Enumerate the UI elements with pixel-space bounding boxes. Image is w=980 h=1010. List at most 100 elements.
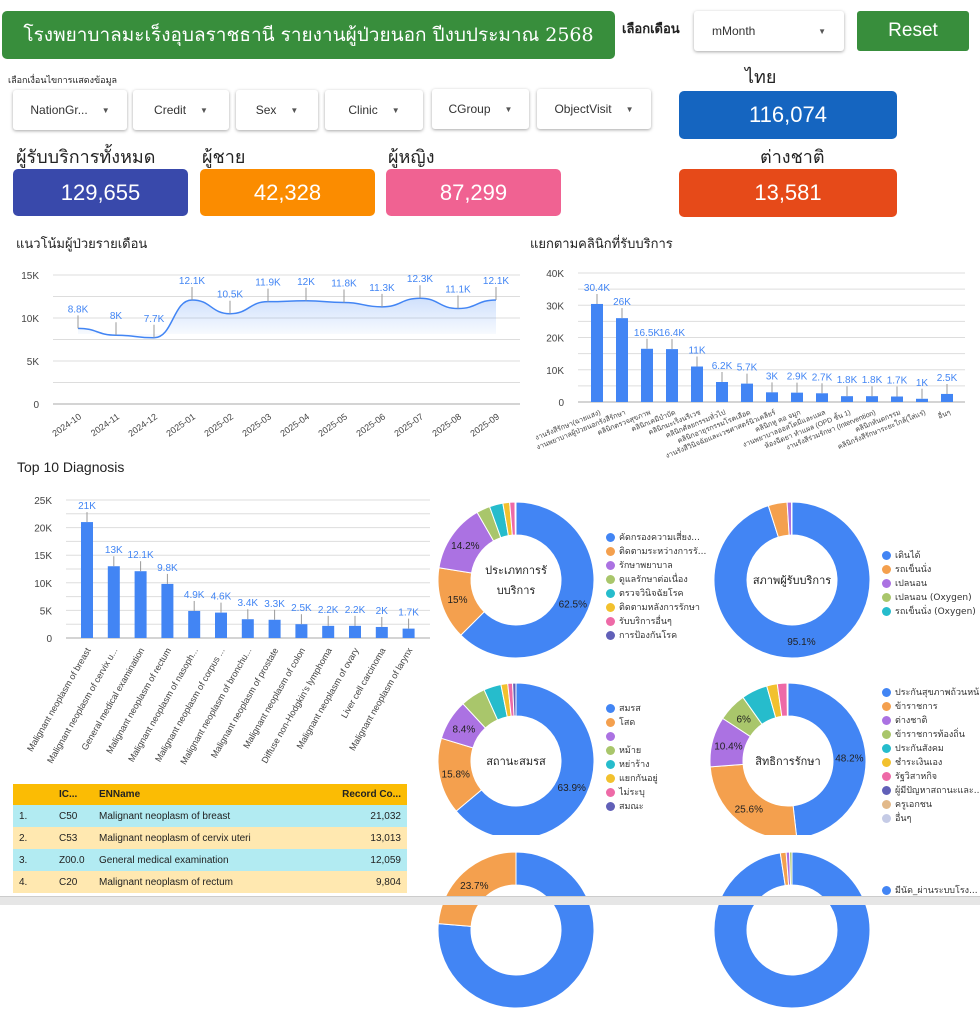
data-label: 13K: [105, 545, 123, 556]
legend-label: ชำระเงินเอง: [895, 755, 942, 769]
filter-nation-group[interactable]: NationGr...▼: [13, 90, 127, 130]
legend-item[interactable]: ข้าราชการ: [882, 699, 980, 713]
legend-label: สมณะ: [619, 799, 644, 813]
legend-color-dot: [606, 561, 615, 570]
filter-object-visit[interactable]: ObjectVisit ▼: [537, 89, 651, 129]
bar: [403, 629, 415, 638]
data-label: 12.1K: [128, 550, 154, 561]
col-record-count[interactable]: Record Co...: [312, 784, 407, 805]
bar: [641, 349, 653, 402]
legend-item[interactable]: ตรวจวินิจฉัยโรค: [606, 586, 706, 600]
legend-item[interactable]: รถเข็นนั่ง (Oxygen): [882, 604, 976, 618]
reset-button[interactable]: Reset: [857, 11, 969, 51]
bottom-right-legend: มีนัด_ผ่านระบบโรง...: [882, 883, 978, 897]
legend-item[interactable]: สมรส: [606, 701, 658, 715]
legend-item[interactable]: [606, 729, 658, 743]
bar: [741, 384, 753, 402]
legend-color-dot: [606, 704, 615, 713]
legend-item[interactable]: รถเข็นนั่ง: [882, 562, 976, 576]
y-tick-label: 0: [46, 634, 52, 645]
legend-item[interactable]: เปลนอน (Oxygen): [882, 590, 976, 604]
patient-status-legend: เดินได้รถเข็นนั่งเปลนอนเปลนอน (Oxygen)รถ…: [882, 548, 976, 618]
filter-cgroup[interactable]: CGroup▼: [432, 89, 529, 129]
slice-label: 10.4%: [714, 742, 742, 753]
x-tick-label: 2025-09: [468, 411, 501, 438]
legend-item[interactable]: รักษาพยาบาล: [606, 558, 706, 572]
row-icd: Z00.0: [53, 849, 93, 871]
data-label: 8K: [110, 311, 123, 322]
slice-label: 8.4%: [452, 724, 475, 735]
patient-status-donut: 95.1%สภาพผู้รับบริการ: [700, 500, 870, 660]
top-diagnosis-table: IC... ENName Record Co... 1. C50 Maligna…: [13, 784, 407, 893]
y-tick-label: 30K: [546, 301, 564, 312]
legend-item[interactable]: เดินได้: [882, 548, 976, 562]
data-label: 21K: [78, 501, 96, 512]
legend-label: การป้องกันโรค: [619, 628, 677, 642]
legend-color-dot: [606, 774, 615, 783]
legend-label: คัดกรองความเสี่ยง...: [619, 530, 700, 544]
legend-item[interactable]: ติดตามหลังการรักษา: [606, 600, 706, 614]
legend-color-dot: [882, 786, 891, 795]
table-row[interactable]: 1. C50 Malignant neoplasm of breast 21,0…: [13, 805, 407, 827]
legend-item[interactable]: คัดกรองความเสี่ยง...: [606, 530, 706, 544]
col-enname[interactable]: ENName: [93, 784, 312, 805]
legend-label: รักษาพยาบาล: [619, 558, 673, 572]
table-row[interactable]: 4. C20 Malignant neoplasm of rectum 9,80…: [13, 871, 407, 893]
legend-item[interactable]: ไม่ระบุ: [606, 785, 658, 799]
legend-item[interactable]: ครูเอกชน: [882, 797, 980, 811]
table-row[interactable]: 2. C53 Malignant neoplasm of cervix uter…: [13, 827, 407, 849]
legend-item[interactable]: การป้องกันโรค: [606, 628, 706, 642]
table-row[interactable]: 3. Z00.0 General medical examination 12,…: [13, 849, 407, 871]
row-icd: C50: [53, 805, 93, 827]
legend-color-dot: [606, 732, 615, 741]
legend-item[interactable]: โสด: [606, 715, 658, 729]
row-count: 12,059: [312, 849, 407, 871]
chevron-down-icon: ▼: [626, 105, 634, 114]
kpi-male-label: ผู้ชาย: [202, 142, 245, 171]
col-index[interactable]: [13, 784, 53, 805]
legend-item[interactable]: มีนัด_ผ่านระบบโรง...: [882, 883, 978, 897]
slice-label: 15%: [448, 595, 468, 606]
legend-item[interactable]: แยกกันอยู่: [606, 771, 658, 785]
filter-label: Clinic: [348, 103, 377, 117]
chevron-down-icon: ▼: [200, 106, 208, 115]
monthly-trend-title: แนวโน้มผู้ป่วยรายเดือน: [16, 233, 147, 254]
kpi-foreign-label: ต่างชาติ: [760, 142, 825, 171]
filter-label: ObjectVisit: [554, 102, 611, 116]
legend-item[interactable]: ข้าราชการท้องถิ่น: [882, 727, 980, 741]
y-tick-label: 0: [558, 398, 564, 409]
legend-item[interactable]: รัฐวิสาหกิจ: [882, 769, 980, 783]
filter-credit[interactable]: Credit▼: [133, 90, 229, 130]
filter-clinic[interactable]: Clinic▼: [325, 90, 423, 130]
legend-item[interactable]: ชำระเงินเอง: [882, 755, 980, 769]
y-tick-label: 40K: [546, 269, 564, 280]
legend-item[interactable]: ประกันสังคม: [882, 741, 980, 755]
legend-color-dot: [882, 607, 891, 616]
slice-label: 15.8%: [442, 769, 470, 780]
filter-sex[interactable]: Sex▼: [236, 90, 318, 130]
legend-item[interactable]: สมณะ: [606, 799, 658, 813]
legend-item[interactable]: หย่าร้าง: [606, 757, 658, 771]
legend-item[interactable]: เปลนอน: [882, 576, 976, 590]
row-count: 21,032: [312, 805, 407, 827]
chevron-down-icon: ▼: [102, 106, 110, 115]
legend-item[interactable]: อื่นๆ: [882, 811, 980, 825]
x-tick-label: 2025-01: [164, 411, 197, 438]
legend-item[interactable]: ต่างชาติ: [882, 713, 980, 727]
legend-item[interactable]: ประกันสุขภาพถ้วนหน้า: [882, 685, 980, 699]
legend-item[interactable]: ดูแลรักษาต่อเนื่อง: [606, 572, 706, 586]
legend-item[interactable]: ผู้มีปัญหาสถานะและ...: [882, 783, 980, 797]
col-icd[interactable]: IC...: [53, 784, 93, 805]
legend-item[interactable]: ติดตามระหว่างการรั...: [606, 544, 706, 558]
legend-label: เปลนอน (Oxygen): [895, 590, 972, 604]
report-title-banner: โรงพยาบาลมะเร็งอุบลราชธานี รายงานผู้ป่วย…: [2, 11, 615, 59]
data-label: 1.7K: [398, 608, 419, 619]
legend-color-dot: [606, 760, 615, 769]
bottom-right-donut: [700, 850, 870, 1010]
row-icd: C20: [53, 871, 93, 893]
bar: [666, 349, 678, 402]
month-dropdown[interactable]: mMonth ▼: [694, 11, 844, 51]
legend-item[interactable]: หม้าย: [606, 743, 658, 757]
legend-item[interactable]: รับบริการอื่นๆ: [606, 614, 706, 628]
bar: [322, 626, 334, 638]
